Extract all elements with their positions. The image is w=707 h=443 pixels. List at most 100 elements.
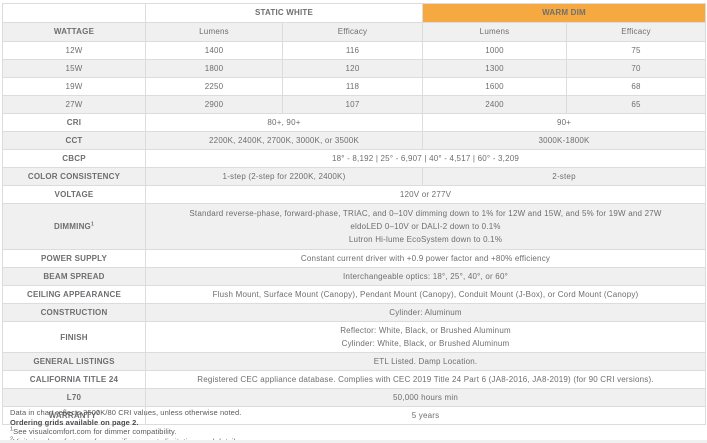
static-lumens-value: 2900 — [145, 95, 283, 114]
spec-value: Interchangeable optics: 18°, 25°, 40°, o… — [144, 267, 707, 286]
spec-row-beam-spread: BEAM SPREAD Interchangeable optics: 18°,… — [2, 267, 707, 286]
static-white-header: STATIC WHITE — [144, 3, 424, 23]
static-efficacy-value: 120 — [281, 59, 424, 78]
footnotes: Data in chart reflects 3500K/80 CRI valu… — [10, 408, 241, 443]
spec-row-construction: CONSTRUCTION Cylinder: Aluminum — [2, 303, 707, 322]
dimming-line-3: Lutron Hi-lume EcoSystem down to 0.1% — [348, 235, 503, 244]
spec-row-warranty: WARRANTY2 5 years — [2, 406, 707, 425]
wattage-row-15w: 15W 1800 120 1300 70 — [2, 59, 707, 78]
spec-value: 120V or 277V — [144, 185, 707, 204]
finish-line-2: Cylinder: White, Black, or Brushed Alumi… — [341, 339, 510, 348]
static-efficacy-value: 107 — [281, 95, 424, 114]
wattage-row-27w: 27W 2900 107 2400 65 — [2, 95, 707, 114]
spec-row-finish: FINISH Reflector: White, Black, or Brush… — [2, 321, 707, 353]
spec-row-l70: L70 50,000 hours min — [2, 388, 707, 407]
spec-label: DIMMING1 — [2, 203, 146, 250]
spec-label: COLOR CONSISTENCY — [2, 167, 146, 186]
warm-efficacy-header: Efficacy — [566, 22, 707, 42]
spec-label-text: DIMMING — [54, 222, 91, 231]
footnote-data-basis: Data in chart reflects 3500K/80 CRI valu… — [10, 408, 242, 417]
dimming-line-1: Standard reverse-phase, forward-phase, T… — [189, 209, 662, 218]
spec-value: Registered CEC appliance database. Compl… — [144, 370, 707, 389]
static-lumens-header: Lumens — [145, 22, 283, 42]
page-bottom-divider — [0, 440, 707, 443]
spec-label: L70 — [2, 388, 146, 407]
wattage-value: 27W — [2, 95, 146, 114]
footnote-superscript: 2 — [10, 436, 14, 442]
spec-label-superscript: 1 — [90, 221, 94, 228]
spec-row-ceiling-appearance: CEILING APPEARANCE Flush Mount, Surface … — [2, 285, 707, 304]
wattage-value: 19W — [2, 77, 146, 96]
spec-value: Flush Mount, Surface Mount (Canopy), Pen… — [144, 285, 707, 304]
footnote-text: See visualcomfort.com for dimmer compati… — [13, 427, 177, 436]
static-efficacy-header: Efficacy — [281, 22, 424, 42]
static-efficacy-value: 116 — [281, 41, 424, 60]
dimming-line-2: eldoLED 0–10V or DALI-2 down to 0.1% — [350, 222, 501, 231]
spec-row-california-title-24: CALIFORNIA TITLE 24 Registered CEC appli… — [2, 370, 707, 389]
spec-label: CEILING APPEARANCE — [2, 285, 146, 304]
spec-value: 18° - 8,192 | 25° - 6,907 | 40° - 4,517 … — [144, 149, 707, 168]
warm-efficacy-value: 70 — [566, 59, 707, 78]
spec-row-cbcp: CBCP 18° - 8,192 | 25° - 6,907 | 40° - 4… — [2, 149, 707, 168]
footnote-dimmer-compatibility: 1See visualcomfort.com for dimmer compat… — [10, 427, 241, 437]
warm-efficacy-value: 68 — [566, 77, 707, 96]
spec-label-text: WARRANTY — [48, 410, 97, 420]
spec-row-voltage: VOLTAGE 120V or 277V — [2, 185, 707, 204]
spec-value-warm: 3000K-1800K — [422, 131, 707, 150]
wattage-row-19w: 19W 2250 118 1600 68 — [2, 77, 707, 96]
warm-efficacy-value: 75 — [566, 41, 707, 60]
warm-lumens-value: 2400 — [422, 95, 568, 114]
footnote-warranty-details: 2Visit visualcomfort.com for specific wa… — [10, 436, 241, 443]
footnote-ordering-grids: Ordering grids available on page 2. — [10, 417, 139, 427]
static-efficacy-value: 118 — [281, 77, 424, 96]
spec-value: Constant current driver with +0.9 power … — [144, 249, 707, 268]
spec-value: 50,000 hours min — [144, 388, 707, 407]
finish-line-1: Reflector: White, Black, or Brushed Alum… — [340, 326, 511, 335]
spec-value: Reflector: White, Black, or Brushed Alum… — [144, 321, 707, 353]
warm-lumens-header: Lumens — [422, 22, 568, 42]
warm-lumens-value: 1600 — [422, 77, 568, 96]
spec-value: Standard reverse-phase, forward-phase, T… — [144, 203, 707, 250]
spec-value-static: 2200K, 2400K, 2700K, 3000K, or 3500K — [144, 131, 424, 150]
spec-value: 5 years — [144, 406, 707, 425]
spec-value-static: 80+, 90+ — [144, 113, 424, 132]
static-lumens-value: 2250 — [145, 77, 283, 96]
wattage-value: 12W — [2, 41, 146, 60]
spec-row-cct: CCT 2200K, 2400K, 2700K, 3000K, or 3500K… — [2, 131, 707, 150]
spec-value: ETL Listed. Damp Location. — [144, 352, 707, 371]
wattage-column-label: WATTAGE — [2, 22, 146, 42]
spec-value: Cylinder: Aluminum — [144, 303, 707, 322]
static-lumens-value: 1400 — [145, 41, 283, 60]
spec-label: CRI — [2, 113, 146, 132]
warm-lumens-value: 1000 — [422, 41, 568, 60]
spec-row-dimming: DIMMING1 Standard reverse-phase, forward… — [2, 203, 707, 250]
corner-cell — [2, 3, 146, 23]
spec-row-cri: CRI 80+, 90+ 90+ — [2, 113, 707, 132]
wattage-row-12w: 12W 1400 116 1000 75 — [2, 41, 707, 60]
spec-label: CCT — [2, 131, 146, 150]
spec-value-warm: 2-step — [422, 167, 707, 186]
spec-table: STATIC WHITE WARM DIM WATTAGE Lumens Eff… — [2, 3, 707, 425]
spec-label: CBCP — [2, 149, 146, 168]
spec-label: VOLTAGE — [2, 185, 146, 204]
spec-row-color-consistency: COLOR CONSISTENCY 1-step (2-step for 220… — [2, 167, 707, 186]
spec-label: GENERAL LISTINGS — [2, 352, 146, 371]
column-header-row: WATTAGE Lumens Efficacy Lumens Efficacy — [2, 22, 707, 42]
spec-label: WARRANTY2 — [2, 406, 146, 425]
spec-row-power-supply: POWER SUPPLY Constant current driver wit… — [2, 249, 707, 268]
spec-value-warm: 90+ — [422, 113, 707, 132]
footnote-superscript: 1 — [10, 426, 14, 433]
group-header-row: STATIC WHITE WARM DIM — [2, 3, 707, 23]
spec-label: FINISH — [2, 321, 146, 353]
spec-label: POWER SUPPLY — [2, 249, 146, 268]
spec-label: BEAM SPREAD — [2, 267, 146, 286]
warm-lumens-value: 1300 — [422, 59, 568, 78]
static-lumens-value: 1800 — [145, 59, 283, 78]
spec-row-general-listings: GENERAL LISTINGS ETL Listed. Damp Locati… — [2, 352, 707, 371]
spec-value-static: 1-step (2-step for 2200K, 2400K) — [144, 167, 424, 186]
warm-dim-header: WARM DIM — [422, 3, 707, 23]
spec-label: CALIFORNIA TITLE 24 — [2, 370, 146, 389]
spec-label: CONSTRUCTION — [2, 303, 146, 322]
spec-label-superscript: 2 — [96, 409, 100, 416]
